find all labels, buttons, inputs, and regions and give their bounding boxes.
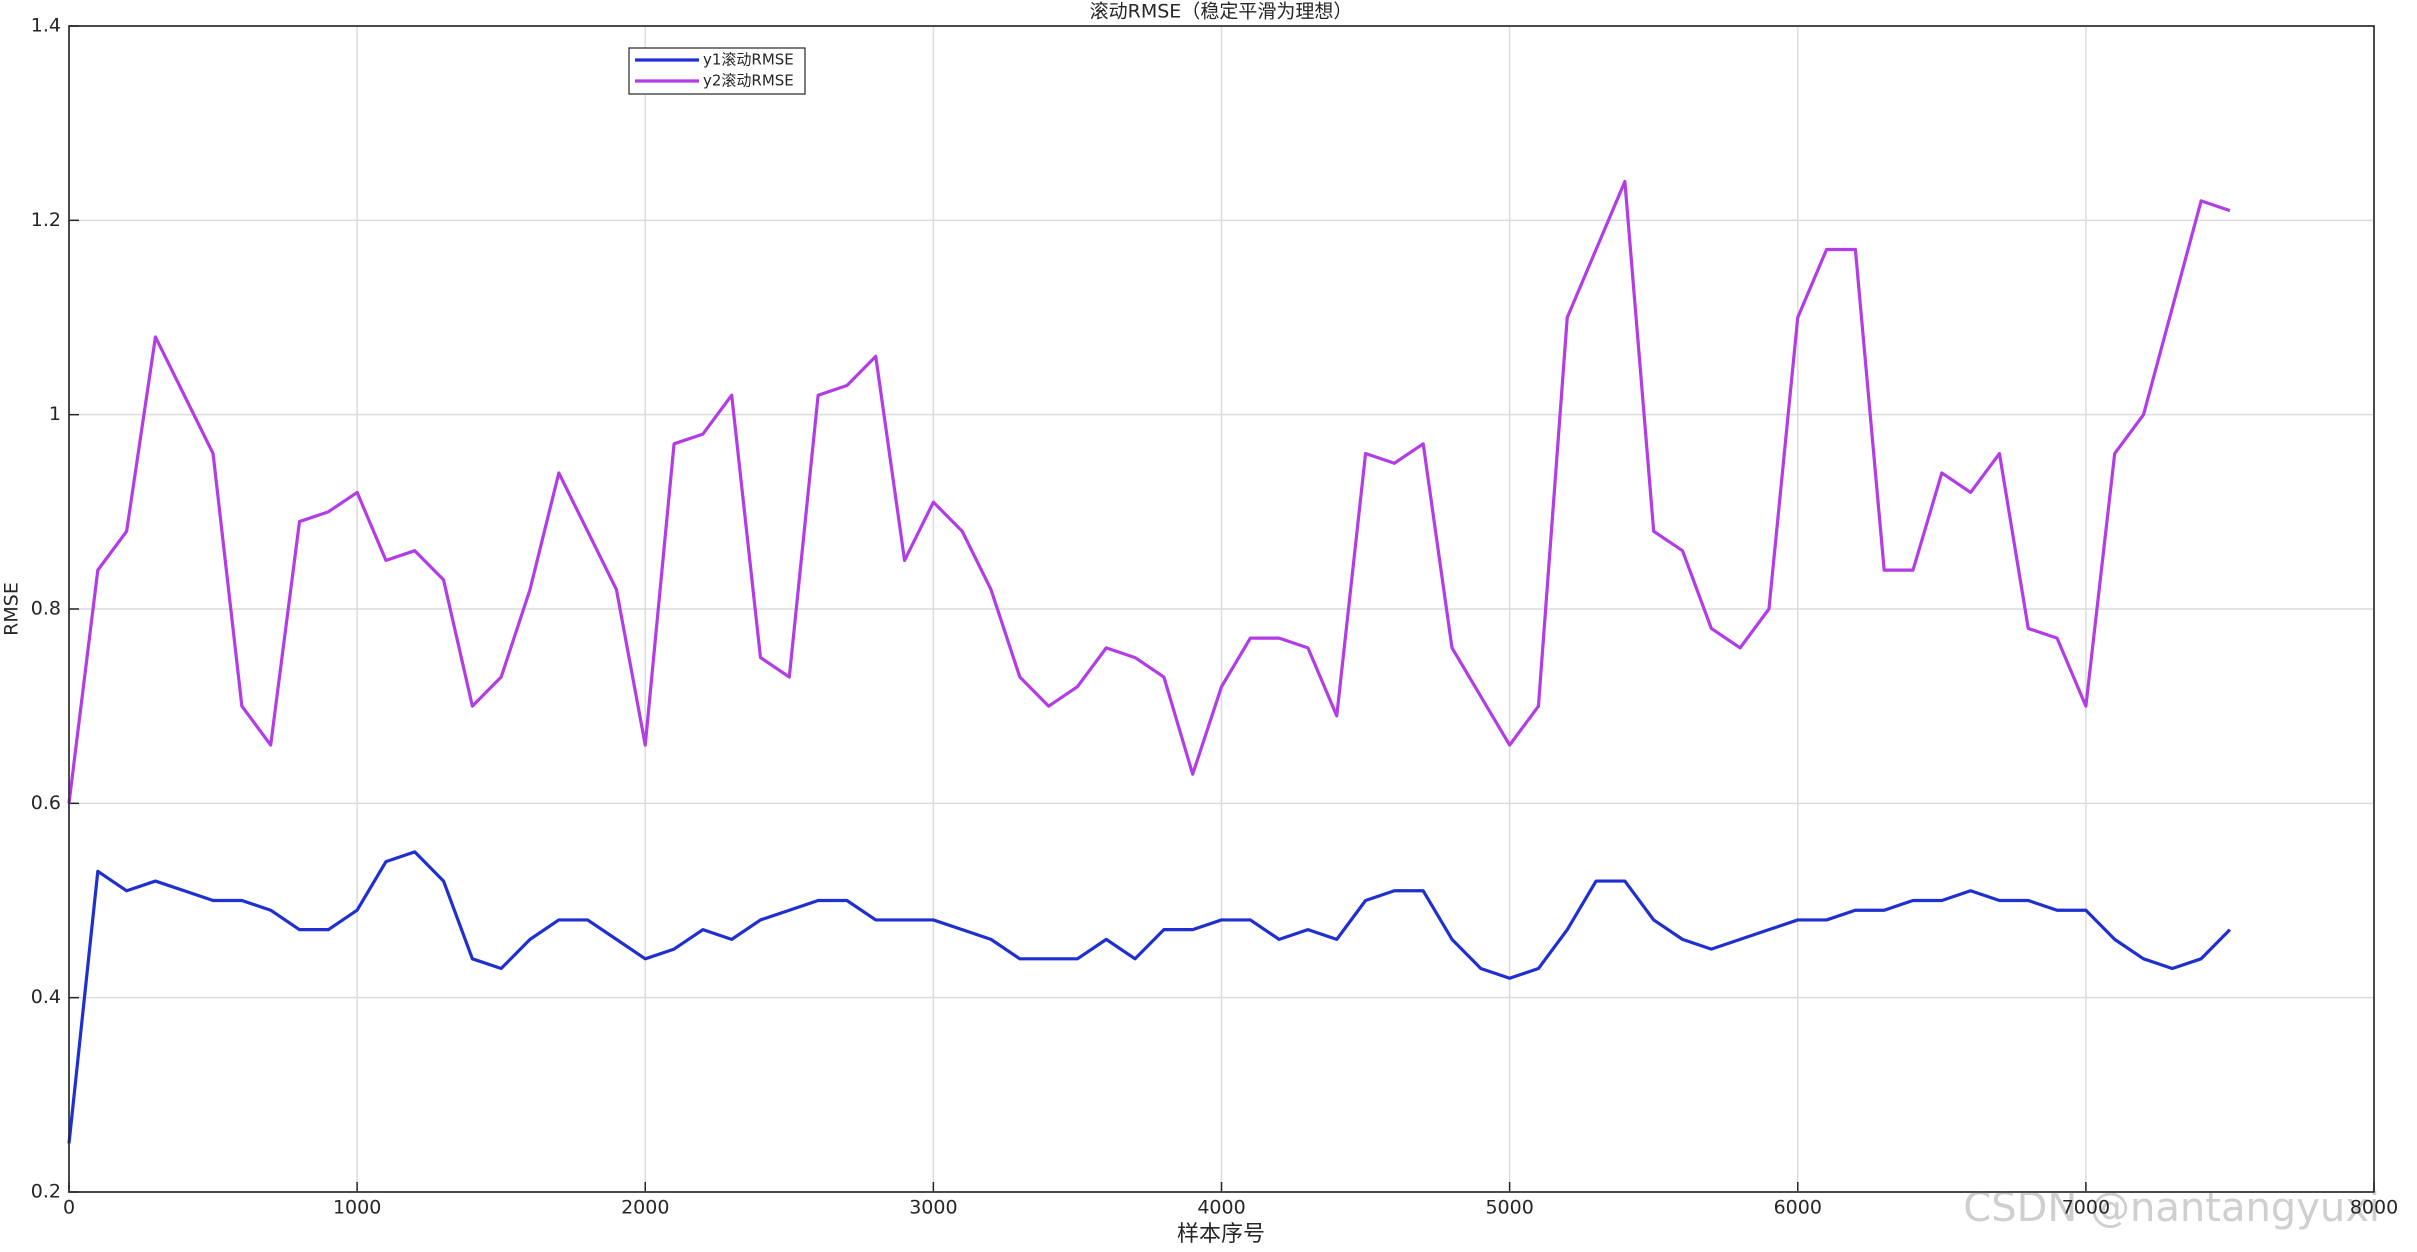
legend-label: y2滚动RMSE [703, 72, 794, 90]
legend-label: y1滚动RMSE [703, 51, 794, 69]
y-tick-label: 1.4 [31, 15, 61, 37]
x-tick-label: 6000 [1774, 1197, 1822, 1219]
x-tick-label: 4000 [1197, 1197, 1245, 1219]
x-tick-label: 0 [63, 1197, 75, 1219]
y-tick-label: 0.8 [31, 598, 61, 620]
legend-box [628, 47, 806, 95]
x-tick-label: 8000 [2350, 1197, 2398, 1219]
series-line [67, 179, 2231, 804]
x-axis-label: 样本序号 [1177, 1222, 1265, 1247]
series-line [67, 850, 2232, 1144]
x-tick-label: 7000 [2062, 1197, 2110, 1219]
y-tick-label: 0.4 [31, 986, 61, 1008]
x-tick-label: 5000 [1485, 1197, 1533, 1219]
plot-area [68, 25, 2375, 1193]
y-tick-label: 1.2 [31, 209, 61, 231]
chart-title: 滚动RMSE（稳定平滑为理想） [1090, 1, 1353, 23]
x-tick-label: 3000 [909, 1197, 957, 1219]
y-tick-label: 0.6 [31, 792, 61, 814]
y-tick-label: 1 [49, 403, 61, 425]
y-tick-label: 0.2 [31, 1181, 61, 1203]
x-tick-label: 1000 [333, 1197, 381, 1219]
y-axis-label: RMSE [1, 582, 23, 636]
x-tick-label: 2000 [621, 1197, 669, 1219]
